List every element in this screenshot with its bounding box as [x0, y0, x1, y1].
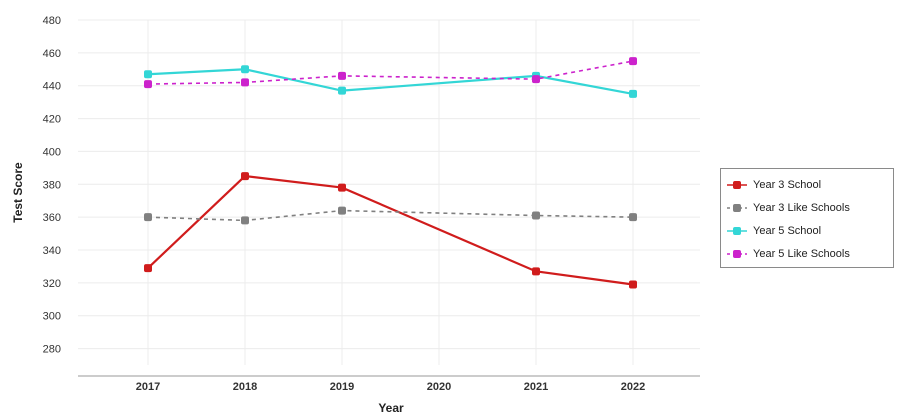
series-line-year-3-school — [147, 174, 634, 286]
y-tick-label: 380 — [43, 179, 61, 191]
series-line-year-3-like-schools — [147, 209, 634, 222]
data-point-year-5-school — [338, 86, 346, 95]
data-point-year-3-school — [241, 172, 249, 181]
data-point-year-3-school — [144, 264, 152, 273]
data-point-year-3-school — [532, 267, 540, 276]
data-point-year-3-like-schools — [241, 216, 249, 225]
series-group — [144, 57, 637, 289]
data-point-year-5-school — [629, 89, 637, 98]
data-point-year-5-like-schools — [338, 71, 346, 80]
x-axis-ticks: 2017 2018 2019 2020 2021 2022 — [136, 381, 645, 393]
legend-item-year-5-school: Year 5 School — [727, 219, 893, 242]
y-tick-label: 280 — [43, 344, 61, 356]
y-axis-ticks: 280 300 320 340 360 380 400 420 440 460 480 — [43, 15, 61, 356]
data-point-year-5-school — [241, 65, 249, 74]
y-tick-label: 440 — [43, 81, 61, 93]
legend-label: Year 5 School — [753, 224, 822, 237]
y-tick-label: 420 — [43, 114, 61, 126]
data-point-year-5-school — [144, 70, 152, 79]
grid-lines — [78, 19, 700, 365]
series-line-year-5-school — [147, 68, 634, 96]
data-point-year-5-like-schools — [532, 75, 540, 84]
x-tick-label: 2021 — [524, 381, 548, 393]
y-tick-label: 460 — [43, 48, 61, 60]
y-tick-label: 360 — [43, 212, 61, 224]
y-axis-title: Test Score — [11, 162, 25, 223]
data-point-year-3-school — [629, 280, 637, 289]
legend-label: Year 5 Like Schools — [753, 247, 850, 260]
x-tick-label: 2019 — [330, 381, 354, 393]
x-tick-label: 2018 — [233, 381, 257, 393]
data-point-year-5-like-schools — [629, 57, 637, 66]
legend-item-year-3-school: Year 3 School — [727, 173, 893, 196]
legend-marker-year-5-school — [727, 226, 747, 235]
data-point-year-3-like-schools — [338, 206, 346, 215]
y-tick-label: 480 — [43, 15, 61, 27]
y-tick-label: 340 — [43, 245, 61, 257]
data-point-year-5-like-schools — [241, 78, 249, 87]
x-tick-label: 2017 — [136, 381, 160, 393]
y-tick-label: 300 — [43, 311, 61, 323]
legend-label: Year 3 Like Schools — [753, 201, 850, 214]
legend-item-year-3-like-schools: Year 3 Like Schools — [727, 196, 893, 219]
data-point-year-3-like-schools — [629, 213, 637, 222]
legend-marker-year-3-school — [727, 180, 747, 189]
data-point-year-3-like-schools — [532, 211, 540, 220]
chart-legend: Year 3 School Year 3 Like Schools Year 5 S… — [720, 168, 894, 268]
legend-item-year-5-like-schools: Year 5 Like Schools — [727, 242, 893, 265]
y-tick-label: 400 — [43, 146, 61, 158]
legend-label: Year 3 School — [753, 178, 822, 191]
y-tick-label: 320 — [43, 278, 61, 290]
data-point-year-3-school — [338, 183, 346, 192]
legend-marker-year-5-like-schools — [727, 249, 747, 258]
data-point-year-3-like-schools — [144, 213, 152, 222]
x-tick-label: 2020 — [427, 381, 451, 393]
legend-marker-year-3-like-schools — [727, 203, 747, 212]
data-point-year-5-like-schools — [144, 80, 152, 89]
x-axis-title: Year — [378, 401, 404, 415]
x-tick-label: 2022 — [621, 381, 645, 393]
